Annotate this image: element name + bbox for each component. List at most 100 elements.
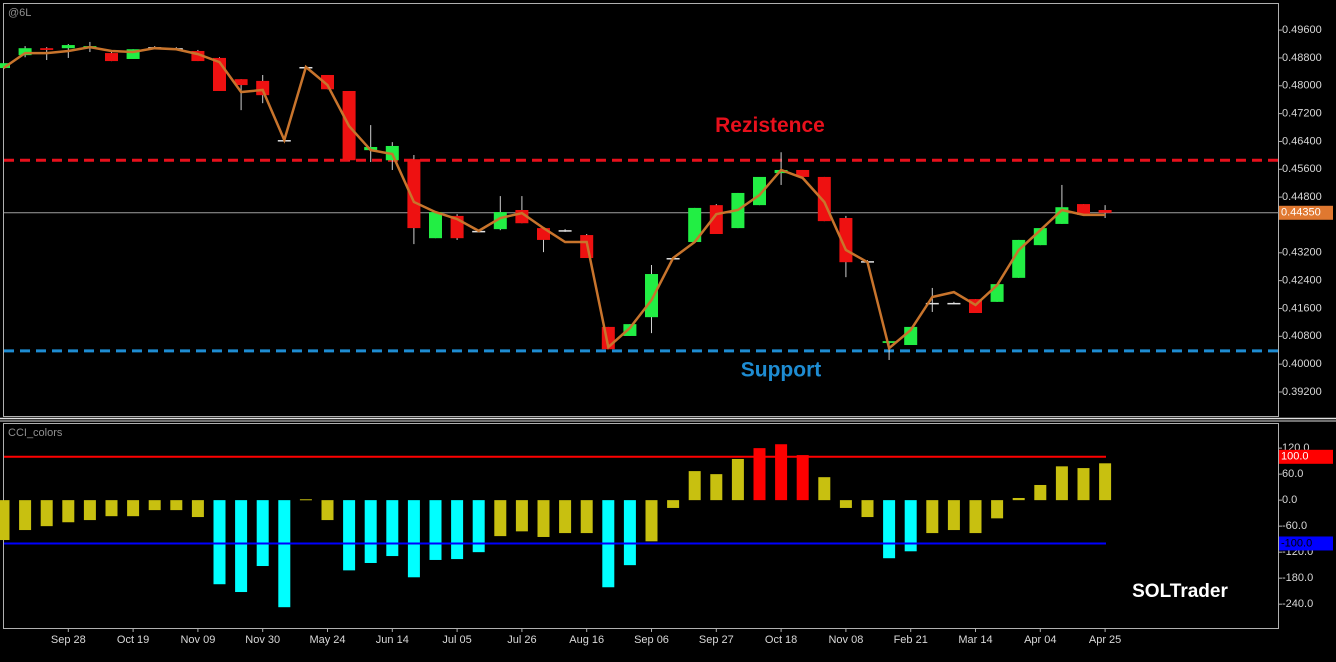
y-tick-label: -60.0 bbox=[1282, 520, 1307, 532]
cci-bar bbox=[1099, 463, 1112, 501]
moving-average-line bbox=[2, 45, 1106, 351]
y-tick-label: 0.43200 bbox=[1282, 247, 1322, 259]
x-tick-label: May 24 bbox=[309, 634, 345, 646]
cci-bar bbox=[321, 500, 334, 521]
cci-bar bbox=[623, 500, 636, 566]
cci-bar bbox=[818, 477, 831, 501]
candle-body bbox=[796, 169, 810, 177]
candle-body bbox=[191, 50, 205, 62]
cci-bar bbox=[861, 500, 874, 518]
cci-bar bbox=[667, 500, 680, 508]
cci-bar bbox=[1012, 497, 1025, 501]
candle-body bbox=[688, 207, 702, 243]
candle-body bbox=[882, 341, 896, 343]
candle-body bbox=[1012, 239, 1026, 278]
y-tick-label: 0.40800 bbox=[1282, 330, 1322, 342]
y-tick-label: 0.44800 bbox=[1282, 191, 1322, 203]
y-tick-label: 0.48000 bbox=[1282, 80, 1322, 92]
candle-body bbox=[558, 230, 572, 232]
x-tick-label: Jul 05 bbox=[442, 634, 471, 646]
candle-body bbox=[925, 302, 939, 305]
candle-body bbox=[126, 49, 140, 59]
cci-bar bbox=[883, 500, 896, 559]
candle-body bbox=[537, 228, 550, 240]
candle-body bbox=[429, 212, 442, 239]
cci-bar bbox=[62, 500, 75, 523]
y-tick-label: 0.41600 bbox=[1282, 302, 1322, 314]
x-tick-label: Oct 18 bbox=[765, 634, 797, 646]
y-tick-label: 0.46400 bbox=[1282, 135, 1322, 147]
candle-body bbox=[18, 48, 32, 56]
cci-bar bbox=[386, 500, 399, 557]
x-tick-label: Nov 30 bbox=[245, 634, 280, 646]
cci-bar bbox=[537, 500, 550, 537]
y-tick-label: -180.0 bbox=[1282, 572, 1313, 584]
cci-bar bbox=[19, 500, 32, 531]
cci-bar bbox=[947, 500, 960, 531]
y-tick-label: 0.49600 bbox=[1282, 24, 1322, 36]
y-tick-label: 60.0 bbox=[1282, 468, 1303, 480]
cci-bar bbox=[1055, 466, 1068, 501]
candle-body bbox=[234, 79, 248, 86]
cci-bar bbox=[40, 500, 53, 527]
cci-bar bbox=[213, 500, 226, 585]
price-title: @6L bbox=[8, 7, 31, 19]
cci-bar bbox=[278, 500, 291, 608]
watermark: SOLTrader bbox=[1132, 581, 1228, 602]
cci-bar bbox=[515, 500, 528, 532]
x-tick-label: Mar 14 bbox=[958, 634, 992, 646]
cci-bar bbox=[688, 471, 701, 501]
cci-bar bbox=[645, 500, 658, 542]
cci-bar bbox=[494, 500, 507, 537]
cci-bar bbox=[105, 500, 118, 517]
cci-bar bbox=[796, 455, 809, 501]
candle-body bbox=[61, 45, 75, 49]
x-tick-label: Nov 09 bbox=[180, 634, 215, 646]
y-tick-label: -240.0 bbox=[1282, 598, 1313, 610]
level-box bbox=[1279, 536, 1333, 551]
candle-body bbox=[645, 274, 658, 318]
cci-bar bbox=[299, 499, 312, 501]
candle-body bbox=[1098, 210, 1112, 213]
x-tick-label: Sep 28 bbox=[51, 634, 86, 646]
level-label: 100.0 bbox=[1281, 451, 1309, 463]
cci-bar bbox=[235, 500, 248, 593]
cci-bar bbox=[904, 500, 917, 552]
candle-body bbox=[407, 159, 421, 229]
cci-bar bbox=[429, 500, 442, 560]
cci-bar bbox=[256, 500, 269, 567]
cci-bar bbox=[926, 500, 939, 534]
y-tick-label: 0.39200 bbox=[1282, 386, 1322, 398]
cci-bar bbox=[407, 500, 420, 578]
cci-bar bbox=[1077, 468, 1090, 501]
cci-bar bbox=[969, 500, 982, 534]
level-box bbox=[1279, 449, 1333, 464]
y-tick-label: 0.47200 bbox=[1282, 108, 1322, 120]
x-tick-label: Apr 25 bbox=[1089, 634, 1121, 646]
candle-body bbox=[947, 302, 961, 305]
cci-bar bbox=[170, 500, 183, 511]
level-label: -100.0 bbox=[1281, 537, 1312, 549]
cci-bar bbox=[83, 500, 96, 521]
candle-body bbox=[256, 80, 270, 96]
y-tick-label: 0.42400 bbox=[1282, 275, 1322, 287]
y-tick-label: 0.48800 bbox=[1282, 52, 1322, 64]
last-price-box bbox=[1279, 205, 1333, 220]
cci-bar bbox=[127, 500, 140, 517]
cci-bar bbox=[839, 500, 852, 508]
candle-body bbox=[40, 48, 54, 50]
candle-body bbox=[623, 324, 637, 336]
cci-bar bbox=[731, 458, 744, 501]
x-tick-label: Oct 19 bbox=[117, 634, 149, 646]
cci-bar bbox=[148, 500, 161, 511]
cci-bar bbox=[472, 500, 485, 553]
x-tick-label: Feb 21 bbox=[894, 634, 928, 646]
cci-bar bbox=[343, 500, 356, 571]
cci-bar bbox=[559, 500, 572, 534]
x-tick-label: Aug 16 bbox=[569, 634, 604, 646]
cci-bar bbox=[991, 500, 1004, 519]
cci-bar bbox=[580, 500, 593, 534]
